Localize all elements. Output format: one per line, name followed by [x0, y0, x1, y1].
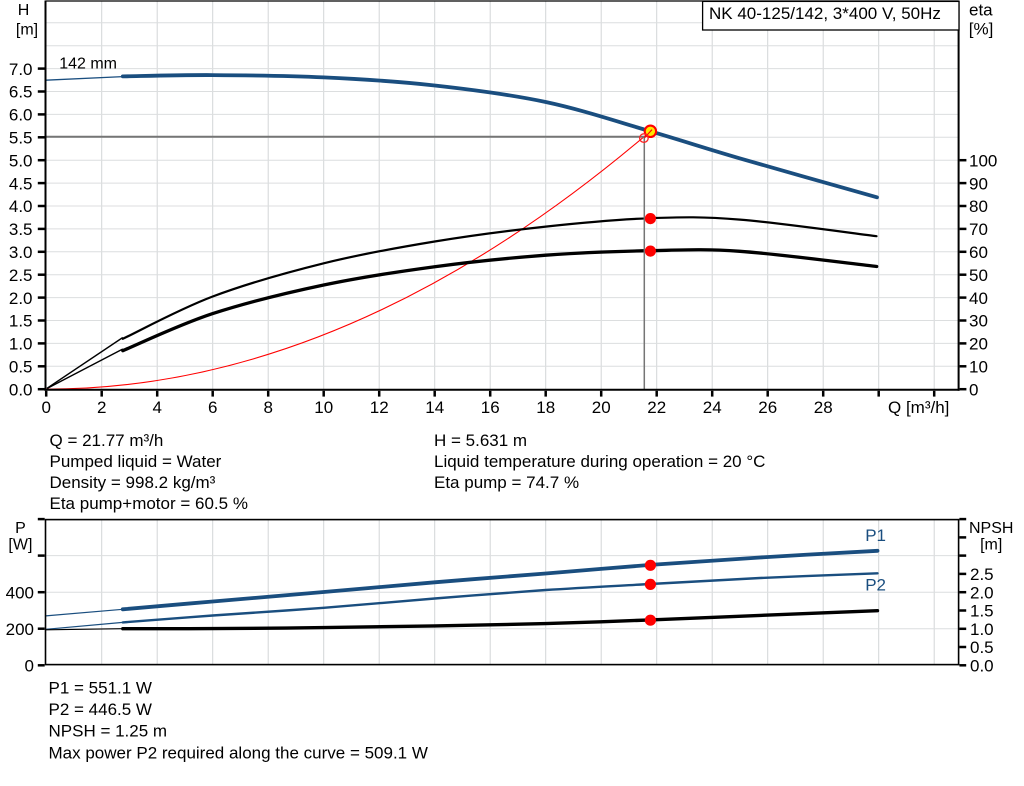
svg-text:Max power P2 required along th: Max power P2 required along the curve = …	[49, 743, 428, 762]
svg-text:0: 0	[41, 398, 50, 417]
svg-text:H: H	[18, 2, 30, 19]
svg-text:30: 30	[969, 312, 988, 331]
svg-text:60: 60	[969, 243, 988, 262]
svg-text:8: 8	[263, 398, 272, 417]
svg-text:10: 10	[314, 398, 333, 417]
svg-text:10: 10	[969, 358, 988, 377]
svg-text:P2 = 446.5 W: P2 = 446.5 W	[49, 700, 152, 719]
svg-text:[m]: [m]	[980, 537, 1002, 554]
svg-text:Eta pump+motor = 60.5 %: Eta pump+motor = 60.5 %	[50, 494, 248, 513]
svg-text:0.5: 0.5	[970, 638, 994, 657]
svg-text:[%]: [%]	[969, 19, 994, 38]
svg-text:eta: eta	[969, 0, 993, 19]
svg-text:6.5: 6.5	[9, 83, 33, 102]
svg-text:2.5: 2.5	[970, 565, 994, 584]
svg-text:90: 90	[969, 174, 988, 193]
svg-text:1.0: 1.0	[970, 620, 994, 639]
svg-text:70: 70	[969, 220, 988, 239]
svg-text:P1: P1	[865, 526, 886, 545]
svg-text:7.0: 7.0	[9, 60, 33, 79]
svg-text:0.5: 0.5	[9, 358, 33, 377]
svg-text:P1 = 551.1 W: P1 = 551.1 W	[49, 679, 152, 698]
svg-text:0.0: 0.0	[9, 380, 33, 399]
svg-text:40: 40	[969, 289, 988, 308]
svg-text:20: 20	[592, 398, 611, 417]
svg-text:50: 50	[969, 266, 988, 285]
svg-text:200: 200	[6, 620, 34, 639]
svg-text:2.5: 2.5	[9, 266, 33, 285]
svg-text:0: 0	[969, 380, 978, 399]
svg-text:3.5: 3.5	[9, 220, 33, 239]
svg-text:22: 22	[647, 398, 666, 417]
svg-text:Q = 21.77 m³/h: Q = 21.77 m³/h	[50, 431, 164, 450]
svg-text:NPSH = 1.25 m: NPSH = 1.25 m	[49, 722, 168, 741]
svg-text:0.0: 0.0	[970, 657, 994, 676]
svg-text:1.0: 1.0	[9, 335, 33, 354]
svg-text:Q [m³/h]: Q [m³/h]	[888, 398, 949, 417]
svg-text:18: 18	[536, 398, 555, 417]
svg-text:Eta pump = 74.7 %: Eta pump = 74.7 %	[434, 473, 579, 492]
svg-text:16: 16	[481, 398, 500, 417]
svg-text:H = 5.631 m: H = 5.631 m	[434, 431, 527, 450]
svg-text:80: 80	[969, 197, 988, 216]
svg-text:4.0: 4.0	[9, 197, 33, 216]
svg-text:4: 4	[152, 398, 161, 417]
svg-text:6: 6	[208, 398, 217, 417]
svg-text:142 mm: 142 mm	[59, 56, 117, 73]
svg-text:2.0: 2.0	[9, 289, 33, 308]
svg-text:P: P	[15, 520, 26, 537]
svg-text:1.5: 1.5	[9, 312, 33, 331]
svg-text:NK 40-125/142, 3*400 V, 50Hz: NK 40-125/142, 3*400 V, 50Hz	[709, 4, 941, 23]
svg-text:3.0: 3.0	[9, 243, 33, 262]
svg-text:NPSH: NPSH	[969, 520, 1013, 537]
svg-text:2.0: 2.0	[970, 583, 994, 602]
svg-text:14: 14	[425, 398, 444, 417]
svg-text:[W]: [W]	[8, 537, 32, 554]
svg-text:Density = 998.2 kg/m³: Density = 998.2 kg/m³	[50, 473, 216, 492]
svg-text:Liquid temperature during oper: Liquid temperature during operation = 20…	[434, 452, 765, 471]
svg-text:100: 100	[969, 151, 997, 170]
svg-text:4.5: 4.5	[9, 174, 33, 193]
svg-text:24: 24	[703, 398, 722, 417]
svg-text:P2: P2	[865, 576, 886, 595]
svg-text:5.5: 5.5	[9, 129, 33, 148]
svg-text:0: 0	[25, 657, 34, 676]
svg-text:20: 20	[969, 335, 988, 354]
svg-text:5.0: 5.0	[9, 151, 33, 170]
svg-text:[m]: [m]	[16, 22, 38, 39]
svg-text:Pumped liquid = Water: Pumped liquid = Water	[50, 452, 222, 471]
svg-text:2: 2	[97, 398, 106, 417]
svg-text:12: 12	[370, 398, 389, 417]
svg-text:26: 26	[758, 398, 777, 417]
svg-text:1.5: 1.5	[970, 602, 994, 621]
svg-text:400: 400	[6, 583, 34, 602]
svg-text:28: 28	[814, 398, 833, 417]
svg-text:6.0: 6.0	[9, 106, 33, 125]
